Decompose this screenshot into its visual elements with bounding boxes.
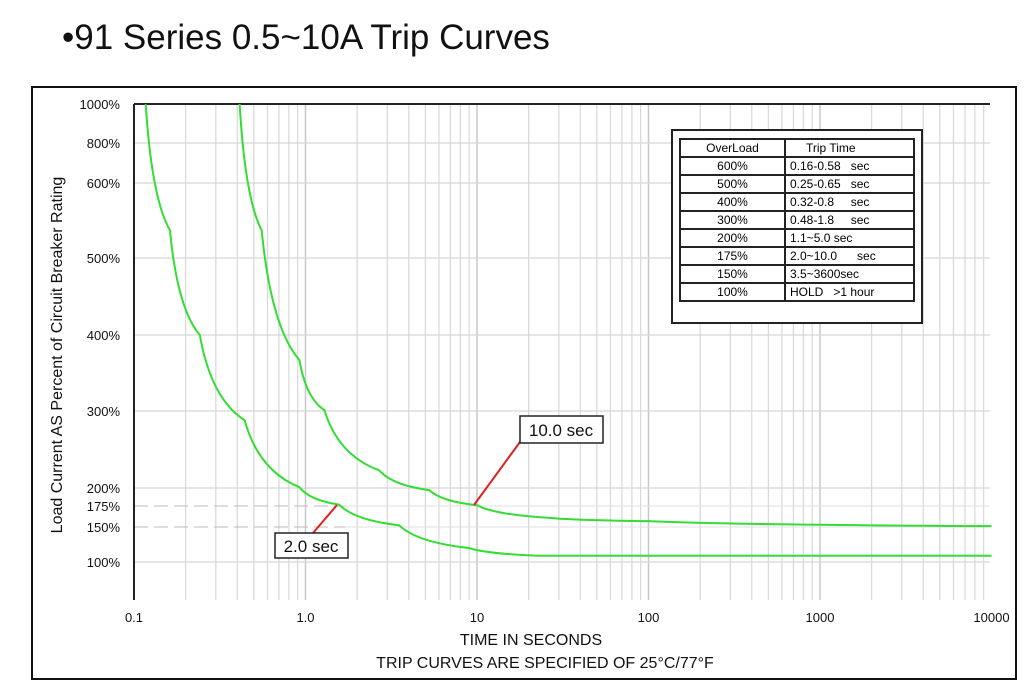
callout-box-2sec (274, 532, 349, 559)
trip-time-cell: 2.0~10.0 sec (784, 246, 915, 266)
overload-cell: 200% (679, 228, 786, 248)
overload-cell: 500% (679, 174, 786, 194)
trip-curve-max (238, 103, 992, 528)
header-trip-time: Trip Time (784, 138, 915, 158)
callout-label-2sec: 2.0 sec (284, 537, 339, 556)
y-tick-label: 200% (87, 481, 121, 496)
table-row: 200% 1.1~5.0 sec (679, 228, 915, 248)
trip-time-cell: 3.5~3600sec (784, 264, 915, 284)
callout-label-10sec: 10.0 sec (529, 421, 594, 440)
trip-time-cell: 0.48-1.8 sec (784, 210, 915, 230)
chart-frame (31, 86, 1017, 680)
y-tick-label: 600% (87, 176, 121, 191)
table-row: 500% 0.25-0.65 sec (679, 174, 915, 194)
table-row: 175% 2.0~10.0 sec (679, 246, 915, 266)
overload-cell: 300% (679, 210, 786, 230)
x-tick-label: 0.1 (125, 610, 143, 625)
y-tick-label: 800% (87, 136, 121, 151)
overload-cell: 600% (679, 156, 786, 176)
page-title: •91 Series 0.5~10A Trip Curves (62, 18, 550, 57)
trip-time-cell: HOLD >1 hour (784, 282, 915, 302)
y-tick-label: 500% (87, 251, 121, 266)
trip-time-cell: 0.16-0.58 sec (784, 156, 915, 176)
table-row: 300% 0.48-1.8 sec (679, 210, 915, 230)
trip-time-cell: 0.25-0.65 sec (784, 174, 915, 194)
x-tick-label: 1.0 (296, 610, 314, 625)
table-row: 150% 3.5~3600sec (679, 264, 915, 284)
footnote: TRIP CURVES ARE SPECIFIED OF 25°C/77°F (376, 655, 714, 672)
y-tick-label: 1000% (80, 97, 121, 112)
x-tick-label: 1000 (806, 610, 835, 625)
callout-arrow-2sec (312, 504, 338, 534)
y-tick-label: 300% (87, 404, 121, 419)
y-tick-label: 400% (87, 328, 121, 343)
y-tick-label: 150% (87, 520, 121, 535)
trip-time-cell: 1.1~5.0 sec (784, 228, 915, 248)
overload-cell: 100% (679, 282, 786, 302)
overload-cell: 150% (679, 264, 786, 284)
table-row: 600% 0.16-0.58 sec (679, 156, 915, 176)
overload-cell: 400% (679, 192, 786, 212)
x-axis-label: TIME IN SECONDS (460, 632, 602, 649)
callout-arrow-10sec (473, 441, 521, 506)
x-tick-label: 10000 (973, 610, 1009, 625)
y-tick-label: 100% (87, 555, 121, 570)
table-row: 400% 0.32-0.8 sec (679, 192, 915, 212)
x-tick-label: 100 (638, 610, 660, 625)
callout-box-10sec (519, 415, 604, 444)
trip-time-cell: 0.32-0.8 sec (784, 192, 915, 212)
table-row: 100% HOLD >1 hour (679, 282, 915, 302)
y-tick-label: 175% (87, 499, 121, 514)
overload-cell: 175% (679, 246, 786, 266)
trip-time-table: OverLoad Trip Time 600% 0.16-0.58 sec 500%… (671, 129, 923, 324)
trip-curve-min (144, 103, 992, 557)
header-overload: OverLoad (679, 138, 786, 158)
y-axis-label: Load Current AS Percent of Circuit Break… (49, 177, 66, 534)
x-tick-label: 10 (470, 610, 484, 625)
table-header-row: OverLoad Trip Time (679, 138, 915, 158)
